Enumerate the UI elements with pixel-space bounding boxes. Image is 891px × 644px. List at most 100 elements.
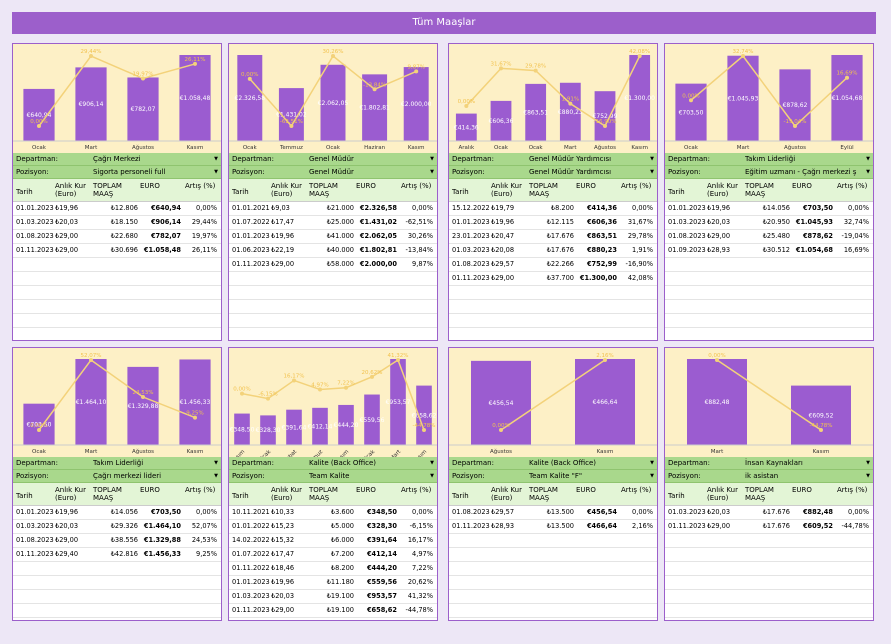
table-row: 01.08.2023 ₺29,00 ₺38.556 €1.329,88 24,53% bbox=[13, 534, 221, 548]
bar bbox=[403, 67, 429, 141]
bar-label: €906,14 bbox=[79, 101, 104, 108]
cell: 01.03.2023 bbox=[668, 218, 706, 226]
cell: 01.11.2023 bbox=[452, 522, 490, 530]
position-filter[interactable]: Pozisyon: Eğitim uzmanı - Çağrı merkezi ş… bbox=[665, 166, 873, 179]
cell: 16,17% bbox=[407, 536, 433, 544]
dropdown-arrow: ▼ bbox=[430, 460, 434, 466]
mini-chart: €703,50 €1.464,10 €1.329,88 €1.456,33 0,00% 5… bbox=[13, 348, 221, 457]
filter-value: Genel Müdür bbox=[309, 168, 354, 176]
department-filter[interactable]: Departman: Kalite (Back Office) ▼ bbox=[449, 457, 657, 470]
cell: €658,62 bbox=[366, 606, 397, 614]
column-header: Anlık Kur (Euro) bbox=[271, 486, 302, 502]
position-filter[interactable]: Pozisyon: Genel Müdür Yardımcısı ▼ bbox=[449, 166, 657, 179]
table-row bbox=[13, 328, 221, 340]
column-header: EURO bbox=[792, 486, 812, 494]
cell: 01.08.2023 bbox=[16, 536, 54, 544]
department-filter[interactable]: Departman: Takım Liderliği ▼ bbox=[13, 457, 221, 470]
table-row: 01.11.2023 ₺29,00 ₺58.000 €2.000,00 9,87% bbox=[229, 258, 437, 272]
column-header: Tarih bbox=[16, 492, 33, 500]
cell: €609,52 bbox=[802, 522, 833, 530]
x-label: Ocak bbox=[32, 449, 47, 455]
filter-label: Departman: bbox=[668, 155, 710, 163]
dropdown-arrow: ▼ bbox=[866, 473, 870, 479]
cell: ₺18.150 bbox=[110, 218, 138, 226]
position-filter[interactable]: Pozisyon: Team Kalite ▼ bbox=[229, 470, 437, 483]
bar bbox=[364, 394, 380, 445]
dropdown-arrow: ▼ bbox=[430, 473, 434, 479]
cell: ₺19,96 bbox=[491, 218, 515, 226]
cell: 01.01.2023 bbox=[668, 204, 706, 212]
pct-line bbox=[465, 55, 641, 128]
cell: ₺58.000 bbox=[326, 260, 354, 268]
cell: 01.11.2023 bbox=[232, 606, 270, 614]
cell: ₺25.480 bbox=[762, 232, 790, 240]
cell: ₺29,57 bbox=[491, 508, 515, 516]
department-filter[interactable]: Departman: Genel Müdür ▼ bbox=[229, 153, 437, 166]
bar-label: €1.300,00 bbox=[624, 95, 655, 102]
table-row: 14.02.2022 ₺15,32 ₺6.000 €391,64 16,17% bbox=[229, 534, 437, 548]
column-header: Artış (%) bbox=[621, 182, 652, 190]
panel: €2.326,58 €1.431,02 €2.062,05 €1.802,81 €2.0… bbox=[228, 43, 438, 341]
mini-chart: €456,54 €466,64 0,00% 2,16% Ağustos Kasım bbox=[449, 348, 657, 457]
panel: €456,54 €466,64 0,00% 2,16% Ağustos Kasım Depa… bbox=[448, 347, 658, 621]
column-header: Tarih bbox=[232, 492, 249, 500]
position-filter[interactable]: Pozisyon: Sigorta personeli full ▼ bbox=[13, 166, 221, 179]
dropdown-arrow: ▼ bbox=[214, 473, 218, 479]
panel: €348,50 €328,30 €391,64 €412,14 €444,20 €559,… bbox=[228, 347, 438, 621]
pct-point bbox=[331, 54, 335, 58]
bar-label: €412,14 bbox=[308, 423, 333, 430]
bar bbox=[179, 359, 211, 445]
cell: 20,62% bbox=[407, 578, 433, 586]
filter-value: Genel Müdür bbox=[309, 155, 354, 163]
x-label: Kasım bbox=[597, 449, 614, 455]
pct-point bbox=[141, 76, 145, 81]
cell: 0,00% bbox=[196, 204, 217, 212]
bar bbox=[127, 77, 159, 141]
department-filter[interactable]: Departman: Takım Liderliği ▼ bbox=[665, 153, 873, 166]
panel: €414,36 €606,36 €863,51 €880,23 €752,99 €1.30… bbox=[448, 43, 658, 341]
pct-point bbox=[414, 69, 419, 74]
filter-value: Takım Liderliği bbox=[93, 459, 144, 467]
pct-label: 0,00% bbox=[708, 353, 725, 359]
bar bbox=[234, 413, 250, 445]
cell: ₺15,23 bbox=[271, 522, 295, 530]
column-header: Artış (%) bbox=[621, 486, 652, 494]
bar bbox=[629, 55, 651, 141]
cell: ₺9,03 bbox=[271, 204, 290, 212]
cell: 01.11.2023 bbox=[16, 246, 54, 254]
bar bbox=[338, 404, 354, 445]
cell: 14.02.2022 bbox=[232, 536, 270, 544]
x-label: Ocak bbox=[243, 145, 258, 151]
pct-point bbox=[715, 358, 719, 362]
cell: 4,97% bbox=[412, 550, 433, 558]
pct-point bbox=[344, 385, 348, 390]
bar-label: €1.464,10 bbox=[76, 399, 107, 406]
filter-value: Eğitim uzmanı - Çağrı merkezi ş bbox=[745, 168, 857, 176]
position-filter[interactable]: Pozisyon: ik asistan ▼ bbox=[665, 470, 873, 483]
cell: -13,84% bbox=[405, 246, 433, 254]
table-row bbox=[665, 590, 873, 604]
dropdown-arrow: ▼ bbox=[650, 473, 654, 479]
position-filter[interactable]: Pozisyon: Genel Müdür ▼ bbox=[229, 166, 437, 179]
position-filter[interactable]: Pozisyon: Team Kalite "F" ▼ bbox=[449, 470, 657, 483]
bar-label: €466,64 bbox=[593, 399, 618, 406]
filter-value: Team Kalite bbox=[309, 472, 350, 480]
department-filter[interactable]: Departman: Genel Müdür Yardımcısı ▼ bbox=[449, 153, 657, 166]
cell: ₺17,47 bbox=[271, 550, 295, 558]
table-row: 01.07.2022 ₺17,47 ₺7.200 €412,14 4,97% bbox=[229, 548, 437, 562]
bar-label: €640,94 bbox=[27, 112, 52, 119]
table-row: 01.09.2023 ₺28,93 ₺30.512 €1.054,68 16,69% bbox=[665, 244, 873, 258]
department-filter[interactable]: Departman: İnsan Kaynakları ▼ bbox=[665, 457, 873, 470]
cell: 01.07.2022 bbox=[232, 218, 270, 226]
column-header: Artış (%) bbox=[837, 182, 868, 190]
position-filter[interactable]: Pozisyon: Çağrı merkezi lideri ▼ bbox=[13, 470, 221, 483]
table-row: 01.11.2023 ₺28,93 ₺13.500 €466,64 2,16% bbox=[449, 520, 657, 534]
pct-point bbox=[89, 358, 93, 362]
table-row bbox=[13, 286, 221, 300]
cell: ₺10,33 bbox=[271, 508, 295, 516]
department-filter[interactable]: Departman: Çağrı Merkezi ▼ bbox=[13, 153, 221, 166]
dropdown-arrow: ▼ bbox=[866, 156, 870, 162]
pct-label: 0,00% bbox=[30, 423, 47, 429]
cell: ₺29,40 bbox=[55, 550, 79, 558]
department-filter[interactable]: Departman: Kalite (Back Office) ▼ bbox=[229, 457, 437, 470]
